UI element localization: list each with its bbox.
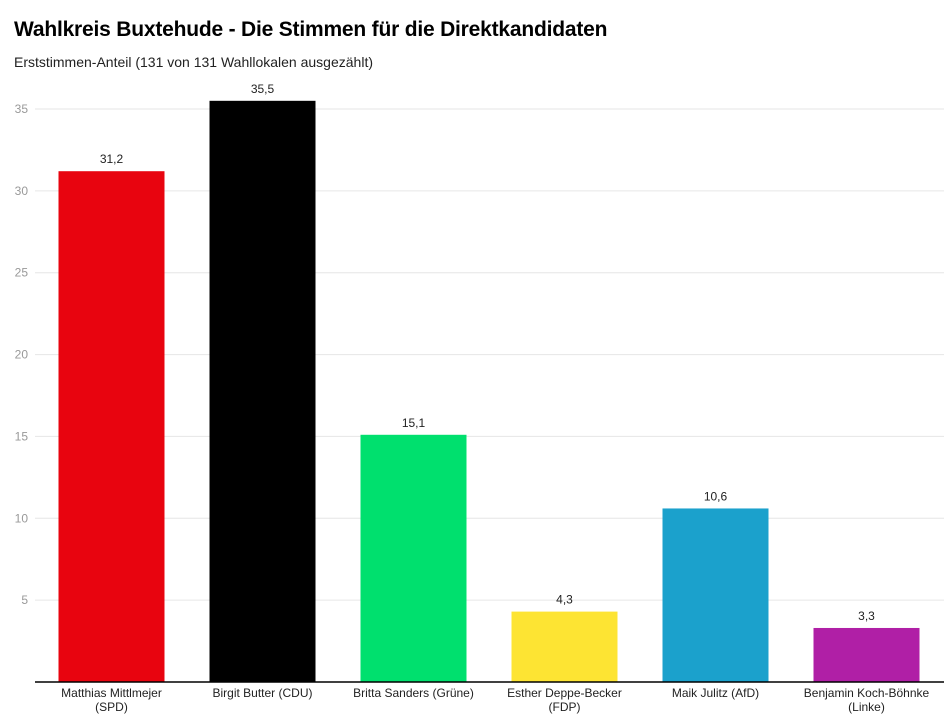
y-tick-label: 10: [15, 511, 29, 525]
data-label: 31,2: [100, 152, 124, 166]
x-category-label: Britta Sanders (Grüne): [353, 686, 474, 700]
bar: [813, 627, 920, 682]
y-tick-label: 15: [15, 429, 29, 443]
data-label: 4,3: [556, 593, 573, 607]
bar: [662, 508, 769, 682]
x-category-label: Birgit Butter (CDU): [212, 686, 312, 700]
y-tick-label: 30: [15, 184, 29, 198]
x-category-label: Benjamin Koch-Böhnke (Linke): [804, 686, 930, 714]
data-label: 3,3: [858, 609, 875, 623]
bar: [360, 434, 467, 682]
data-label: 10,6: [704, 489, 728, 503]
data-label: 35,5: [251, 82, 275, 96]
bar: [209, 100, 316, 683]
bar: [511, 611, 618, 682]
chart-title: Wahlkreis Buxtehude - Die Stimmen für di…: [14, 18, 608, 41]
y-tick-label: 5: [21, 593, 28, 607]
x-category-label: Esther Deppe-Becker (FDP): [507, 686, 622, 714]
y-tick-label: 25: [15, 266, 29, 280]
y-tick-label: 35: [15, 102, 29, 116]
x-category-label: Maik Julitz (AfD): [672, 686, 759, 700]
y-tick-label: 20: [15, 348, 29, 362]
data-label: 15,1: [402, 416, 426, 430]
x-category-label: Matthias Mittlmejer (SPD): [61, 686, 162, 714]
bar: [58, 171, 165, 682]
chart-subtitle: Erststimmen-Anteil (131 von 131 Wahlloka…: [14, 54, 373, 70]
